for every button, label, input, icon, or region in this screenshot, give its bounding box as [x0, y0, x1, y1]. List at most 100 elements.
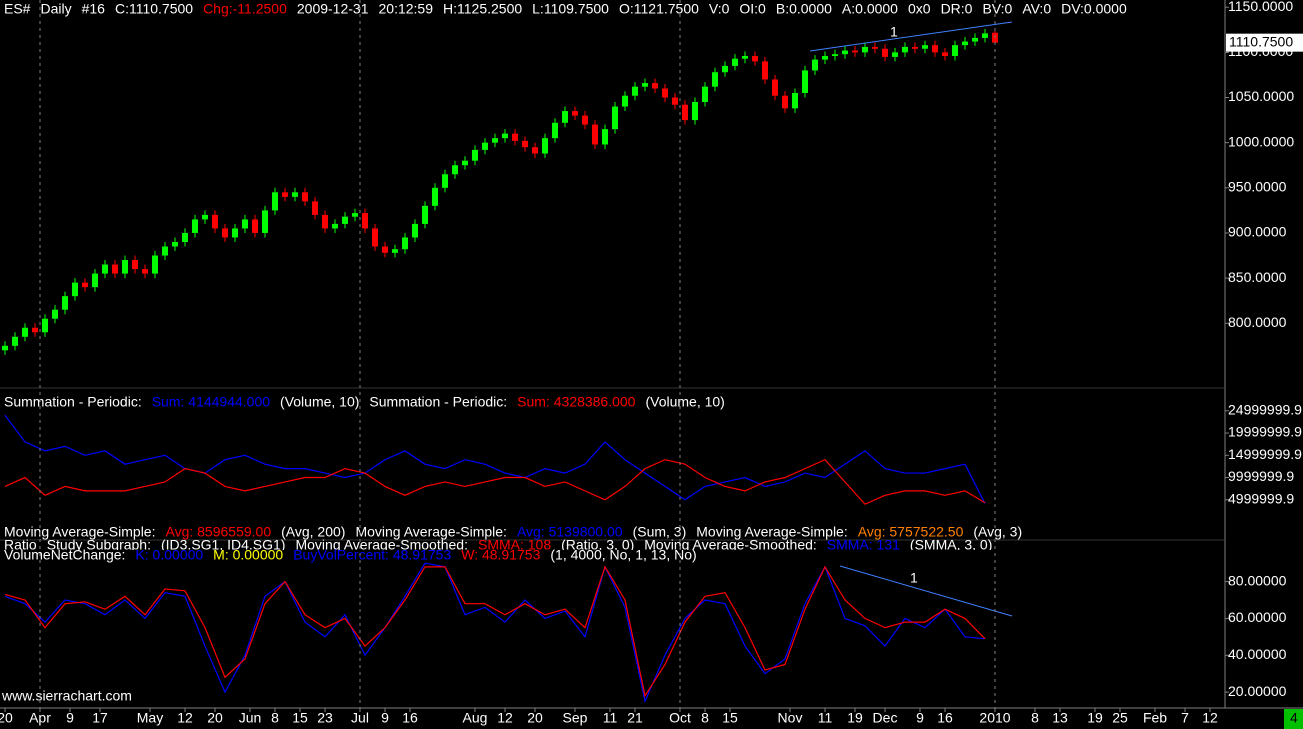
candle-body: [272, 192, 278, 211]
legend-text: ES#: [4, 1, 31, 17]
legend-text: L:1109.7500: [532, 1, 609, 17]
legend-text: DR:0: [941, 1, 973, 17]
trend-label: 1: [890, 24, 898, 40]
candle-body: [942, 52, 948, 56]
candle-body: [832, 54, 838, 56]
x-tick-label: Nov: [778, 710, 803, 726]
candle-body: [322, 214, 328, 229]
candle-body: [312, 201, 318, 215]
candle-body: [812, 59, 818, 71]
candle-body: [12, 336, 18, 346]
candle-body: [342, 216, 348, 224]
candle-body: [522, 140, 528, 148]
candle-body: [532, 147, 538, 154]
candle-body: [612, 106, 618, 130]
x-tick-label: 15: [292, 710, 308, 726]
candle-body: [212, 214, 218, 229]
candle-body: [912, 46, 918, 49]
candle-body: [822, 55, 828, 60]
candle-body: [32, 327, 38, 333]
candle-body: [772, 79, 778, 96]
candle-body: [432, 187, 438, 206]
y-tick-label: 20.00000: [1228, 683, 1287, 699]
x-tick-label: Oct: [669, 710, 691, 726]
y-tick-label: 9999999.9: [1228, 468, 1294, 484]
candle-body: [42, 318, 48, 333]
legend-text: H:1125.2500: [443, 1, 522, 17]
x-tick-label: Apr: [29, 710, 51, 726]
candle-body: [592, 124, 598, 145]
y-tick-label: 1000.0000: [1228, 133, 1294, 149]
x-tick-label: 2010: [979, 710, 1010, 726]
legend-text: BuyVolPercent: 48.91753: [293, 547, 451, 563]
legend-text: Moving Average-Simple:: [355, 524, 506, 540]
legend-text: W: 48.91753: [461, 547, 540, 563]
y-tick-label: 850.0000: [1228, 269, 1287, 285]
candle-body: [402, 237, 408, 250]
legend-text: (Volume, 10): [645, 394, 724, 410]
series-line: [4, 414, 986, 504]
candle-body: [292, 192, 298, 197]
candle-body: [932, 45, 938, 53]
legend-text: Sum: 4144944.000: [152, 394, 271, 410]
y-tick-label: 950.0000: [1228, 179, 1287, 195]
x-tick-label: 25: [1112, 710, 1128, 726]
legend-text: Avg: 5139800.00: [517, 524, 623, 540]
y-tick-label: 900.0000: [1228, 224, 1287, 240]
x-tick-label: 9: [381, 710, 389, 726]
candle-body: [572, 111, 578, 116]
x-tick-label: 11: [818, 710, 833, 726]
candle-body: [442, 174, 448, 188]
legend-text: (1, 4000, No, 1, 13, No): [550, 547, 696, 563]
legend-text: (Ratio, 3, 0): [561, 537, 634, 553]
x-tick-label: Dec: [873, 710, 898, 726]
candle-body: [122, 260, 128, 274]
x-tick-label: Jun: [239, 710, 262, 726]
x-tick-label: 7: [1181, 710, 1189, 726]
trend-line: [839, 565, 1013, 617]
candle-body: [892, 52, 898, 57]
legend-text: Moving Average-Smoothed:: [295, 537, 468, 553]
candle-body: [392, 249, 398, 253]
legend-text: C:1110.7500: [115, 1, 193, 17]
legend-text: (ID3.SG1, ID4.SG1): [161, 537, 285, 553]
x-tick-label: 9: [916, 710, 924, 726]
candle-body: [862, 46, 868, 53]
legend-text: BV:0: [982, 1, 1012, 17]
x-tick-label: 13: [1052, 710, 1068, 726]
x-tick-label: 21: [627, 710, 643, 726]
candle-body: [22, 327, 28, 337]
candle-body: [732, 58, 738, 66]
candle-body: [102, 264, 108, 274]
watermark: www.sierrachart.com: [1, 688, 132, 704]
candle-body: [962, 41, 968, 46]
x-tick-label: 17: [92, 710, 108, 726]
series-line: [4, 562, 986, 704]
candle-body: [622, 95, 628, 107]
candle-body: [692, 102, 698, 121]
legend-text: K: 0.00000: [135, 547, 203, 563]
candle-body: [152, 255, 158, 274]
legend-text: M: 0.00000: [213, 547, 283, 563]
legend-text: Avg: 5757522.50: [858, 524, 964, 540]
candle-body: [172, 241, 178, 247]
candle-body: [222, 228, 228, 238]
candle-body: [462, 160, 468, 166]
legend-text: B:0.0000: [776, 1, 832, 17]
x-tick-label: 15: [722, 710, 738, 726]
y-tick-label: 80.00000: [1228, 572, 1287, 588]
candle-body: [422, 205, 428, 224]
legend-text: Avg: 8596559.00: [165, 524, 271, 540]
candle-body: [632, 86, 638, 96]
legend-text: (SMMA, 3, 0): [910, 537, 992, 553]
legend-text: 2009-12-31: [297, 1, 369, 17]
candle-body: [552, 122, 558, 139]
y-tick-label: 24999999.9: [1228, 401, 1302, 417]
price-box-label: 1110.7500: [1229, 33, 1293, 49]
candle-body: [972, 37, 978, 42]
candle-body: [842, 50, 848, 55]
legend-text: O:1121.7500: [619, 1, 699, 17]
overlay-labels: Moving Average-Simple: Avg: 8596559.00 (Av…: [4, 524, 1022, 553]
legend-text: Moving Average-Smoothed:: [644, 537, 817, 553]
